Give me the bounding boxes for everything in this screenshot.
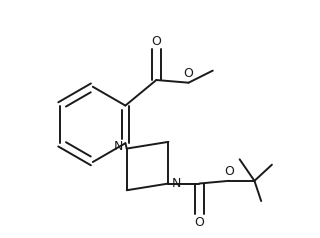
Text: O: O <box>194 216 204 229</box>
Text: O: O <box>224 165 234 178</box>
Text: N: N <box>114 140 123 153</box>
Text: N: N <box>172 177 181 190</box>
Text: O: O <box>151 35 161 48</box>
Text: O: O <box>184 67 194 80</box>
